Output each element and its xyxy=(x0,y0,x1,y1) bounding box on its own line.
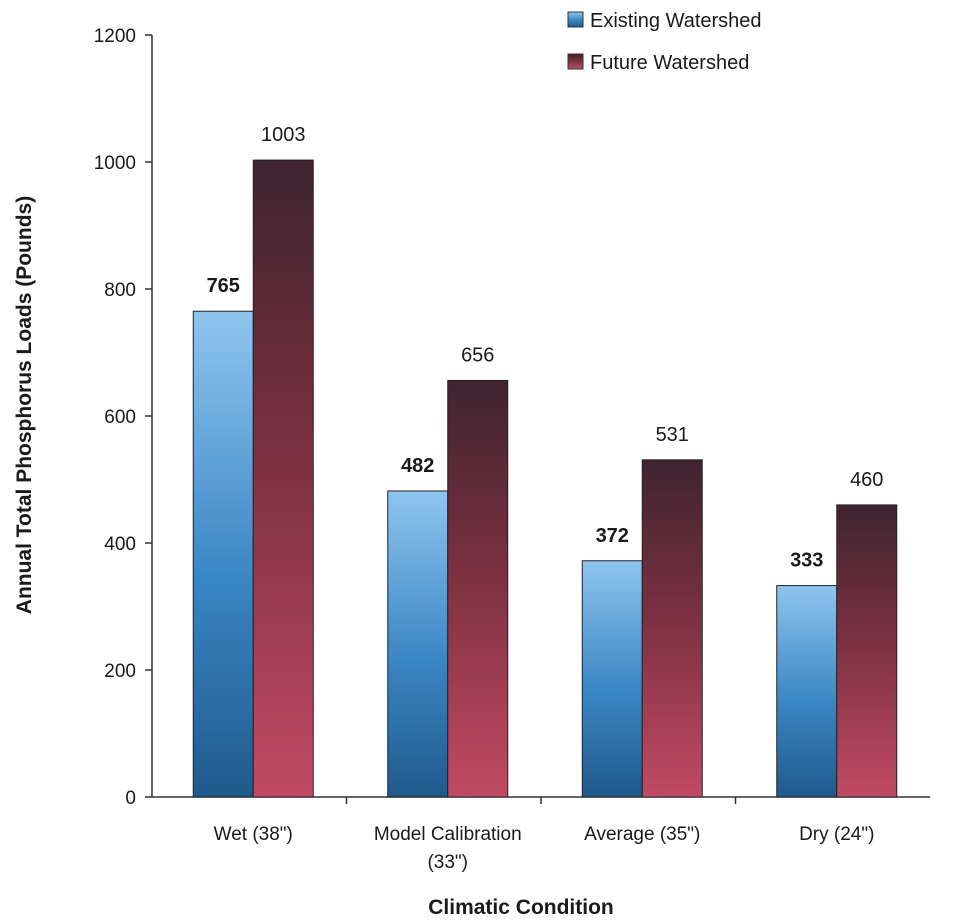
bars xyxy=(192,159,898,798)
data-label-existing: 372 xyxy=(596,525,629,547)
legend-label-future: Future Watershed xyxy=(590,52,749,74)
legend: Existing Watershed Future Watershed xyxy=(567,10,762,74)
data-label-future: 656 xyxy=(461,344,494,366)
data-label-future: 531 xyxy=(656,424,689,446)
x-category-label: Model Calibration xyxy=(374,824,522,845)
x-axis-ticks xyxy=(345,797,737,804)
legend-label-existing: Existing Watershed xyxy=(590,10,762,32)
x-axis-title: Climatic Condition xyxy=(428,896,614,919)
y-tick-label: 400 xyxy=(104,534,136,555)
bar-existing-watershed xyxy=(387,490,449,798)
y-tick-label: 1200 xyxy=(94,26,136,47)
y-axis-ticks: 0 200 400 600 800 1000 1200 xyxy=(94,26,152,809)
x-category-label: Dry (24") xyxy=(799,824,874,845)
bar-future-watershed xyxy=(447,379,509,798)
y-axis-title: Annual Total Phosphorus Loads (Pounds) xyxy=(13,196,36,614)
bar-existing-watershed xyxy=(776,585,838,798)
category-labels: Wet (38") Model Calibration (33") Average (… xyxy=(214,824,875,873)
data-label-future: 460 xyxy=(850,469,883,491)
x-category-label: Wet (38") xyxy=(214,824,293,845)
data-label-existing: 765 xyxy=(207,275,240,297)
bar-existing-watershed xyxy=(192,310,254,798)
legend-swatch-existing xyxy=(567,11,584,28)
y-tick-label: 600 xyxy=(104,407,136,428)
x-category-label: (33") xyxy=(427,852,468,873)
data-label-future: 1003 xyxy=(261,124,306,146)
y-tick-label: 1000 xyxy=(94,153,136,174)
y-tick-label: 0 xyxy=(125,788,136,809)
y-tick-label: 200 xyxy=(104,661,136,682)
bar-future-watershed xyxy=(641,459,703,798)
bar-future-watershed xyxy=(252,159,314,798)
data-labels: 765 1003 482 656 372 531 333 460 xyxy=(207,124,884,571)
legend-swatch-future xyxy=(567,53,584,70)
bar-future-watershed xyxy=(836,504,898,798)
x-category-label: Average (35") xyxy=(584,824,700,845)
data-label-existing: 333 xyxy=(790,550,823,572)
data-label-existing: 482 xyxy=(401,455,434,477)
bar-existing-watershed xyxy=(581,560,643,798)
y-tick-label: 800 xyxy=(104,280,136,301)
